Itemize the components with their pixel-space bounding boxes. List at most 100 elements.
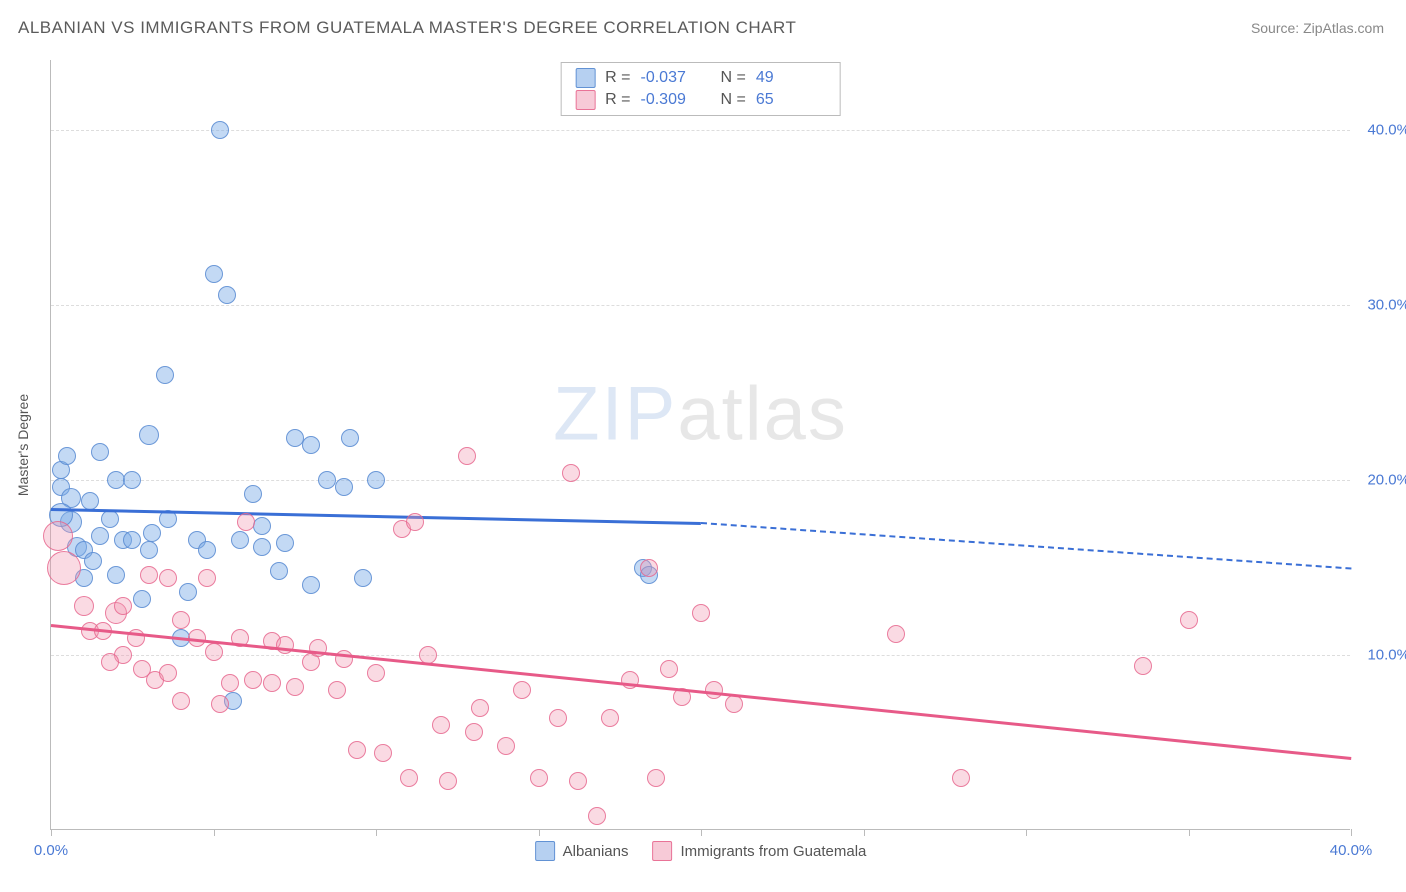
legend-row-guatemala: R = -0.309 N = 65 xyxy=(575,89,826,111)
scatter-point xyxy=(400,769,418,787)
scatter-point xyxy=(692,604,710,622)
scatter-point xyxy=(367,664,385,682)
scatter-point xyxy=(91,527,109,545)
swatch-pink-icon xyxy=(653,841,673,861)
scatter-point xyxy=(640,559,658,577)
scatter-point xyxy=(244,671,262,689)
scatter-point xyxy=(211,695,229,713)
y-tick-label: 30.0% xyxy=(1367,297,1406,314)
trend-line-extrapolated xyxy=(701,522,1351,569)
swatch-blue-icon xyxy=(535,841,555,861)
trend-line xyxy=(51,508,701,525)
scatter-point xyxy=(143,524,161,542)
scatter-point xyxy=(218,286,236,304)
scatter-point xyxy=(107,566,125,584)
scatter-point xyxy=(1134,657,1152,675)
scatter-point xyxy=(705,681,723,699)
scatter-point xyxy=(406,513,424,531)
scatter-point xyxy=(156,366,174,384)
scatter-point xyxy=(139,425,159,445)
scatter-point xyxy=(237,513,255,531)
scatter-point xyxy=(335,478,353,496)
scatter-point xyxy=(114,597,132,615)
x-tick xyxy=(539,829,540,836)
scatter-point xyxy=(172,611,190,629)
x-tick-label: 0.0% xyxy=(34,842,68,859)
scatter-point xyxy=(647,769,665,787)
scatter-point xyxy=(101,653,119,671)
scatter-point xyxy=(140,566,158,584)
scatter-point xyxy=(205,643,223,661)
scatter-point xyxy=(354,569,372,587)
scatter-point xyxy=(140,541,158,559)
scatter-point xyxy=(81,492,99,510)
scatter-point xyxy=(159,664,177,682)
scatter-point xyxy=(302,436,320,454)
scatter-point xyxy=(270,562,288,580)
x-tick-label: 40.0% xyxy=(1330,842,1373,859)
scatter-point xyxy=(172,692,190,710)
scatter-point xyxy=(432,716,450,734)
y-tick-label: 10.0% xyxy=(1367,647,1406,664)
scatter-point xyxy=(123,531,141,549)
legend-stats: R = -0.037 N = 49 R = -0.309 N = 65 xyxy=(560,62,841,116)
scatter-point xyxy=(43,521,73,551)
y-axis-label: Master's Degree xyxy=(15,393,31,495)
scatter-point xyxy=(439,772,457,790)
scatter-point xyxy=(74,596,94,616)
scatter-point xyxy=(286,678,304,696)
scatter-point xyxy=(513,681,531,699)
swatch-pink-icon xyxy=(575,90,595,110)
x-tick xyxy=(376,829,377,836)
x-tick xyxy=(1351,829,1352,836)
scatter-point xyxy=(253,517,271,535)
gridline xyxy=(51,130,1350,131)
scatter-point xyxy=(530,769,548,787)
x-tick xyxy=(1026,829,1027,836)
scatter-point xyxy=(205,265,223,283)
gridline xyxy=(51,305,1350,306)
scatter-point xyxy=(458,447,476,465)
scatter-point xyxy=(244,485,262,503)
scatter-point xyxy=(231,531,249,549)
scatter-point xyxy=(601,709,619,727)
scatter-point xyxy=(367,471,385,489)
x-tick xyxy=(214,829,215,836)
legend-row-albanians: R = -0.037 N = 49 xyxy=(575,67,826,89)
scatter-point xyxy=(47,551,81,585)
scatter-point xyxy=(588,807,606,825)
scatter-point xyxy=(549,709,567,727)
scatter-point xyxy=(471,699,489,717)
scatter-point xyxy=(569,772,587,790)
source-label: Source: ZipAtlas.com xyxy=(1251,20,1384,36)
x-tick xyxy=(701,829,702,836)
legend-item-guatemala: Immigrants from Guatemala xyxy=(653,841,867,861)
scatter-point xyxy=(887,625,905,643)
scatter-point xyxy=(374,744,392,762)
trend-line xyxy=(51,624,1351,760)
scatter-point xyxy=(58,447,76,465)
x-tick xyxy=(864,829,865,836)
scatter-point xyxy=(123,471,141,489)
scatter-point xyxy=(263,674,281,692)
scatter-point xyxy=(328,681,346,699)
scatter-point xyxy=(497,737,515,755)
scatter-point xyxy=(302,576,320,594)
x-tick xyxy=(51,829,52,836)
scatter-point xyxy=(348,741,366,759)
scatter-point xyxy=(91,443,109,461)
scatter-point xyxy=(465,723,483,741)
y-tick-label: 40.0% xyxy=(1367,122,1406,139)
scatter-point xyxy=(198,569,216,587)
scatter-point xyxy=(133,590,151,608)
legend-item-albanians: Albanians xyxy=(535,841,629,861)
scatter-point xyxy=(335,650,353,668)
gridline xyxy=(51,480,1350,481)
scatter-point xyxy=(211,121,229,139)
swatch-blue-icon xyxy=(575,68,595,88)
scatter-point xyxy=(221,674,239,692)
scatter-point xyxy=(660,660,678,678)
scatter-chart: Master's Degree ZIPatlas R = -0.037 N = … xyxy=(50,60,1350,830)
scatter-point xyxy=(341,429,359,447)
scatter-point xyxy=(179,583,197,601)
